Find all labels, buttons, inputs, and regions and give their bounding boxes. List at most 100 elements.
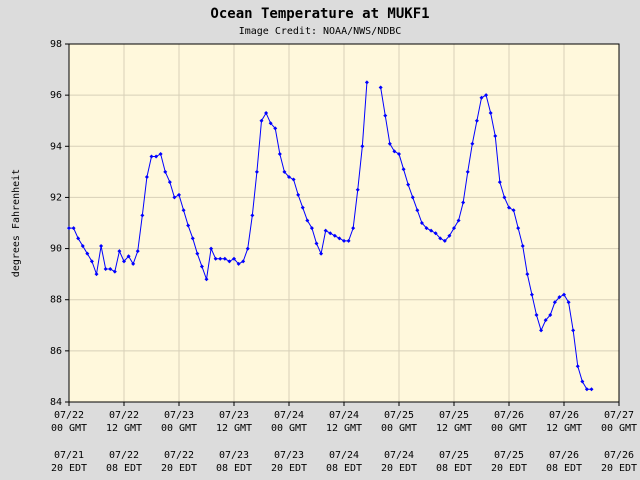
data-point [291, 177, 296, 182]
y-axis-label: degrees Fahrenheit [11, 169, 22, 277]
x2-tick-label: 07/25 20 EDT [491, 450, 527, 474]
data-point [264, 111, 269, 116]
data-point [566, 300, 571, 305]
data-point [287, 174, 291, 179]
data-point [71, 226, 76, 231]
data-point [429, 228, 434, 233]
data-point [351, 226, 356, 231]
data-point [186, 223, 191, 228]
data-point [424, 226, 429, 231]
data-point [67, 226, 71, 231]
data-point [305, 218, 310, 223]
data-point [250, 213, 255, 218]
data-point [218, 256, 223, 261]
data-point [571, 328, 576, 333]
data-point [497, 180, 502, 185]
data-point [163, 169, 168, 174]
data-point [346, 238, 351, 243]
data-point [122, 259, 126, 264]
data-point [99, 244, 104, 249]
plot-frame [68, 43, 620, 403]
x2-tick-label: 07/26 20 EDT [601, 450, 637, 474]
data-point [479, 95, 484, 100]
data-point [323, 228, 328, 233]
y-tick-label: 90 [50, 244, 62, 255]
data-point [112, 269, 117, 274]
data-point [268, 121, 273, 126]
x-tick-label: 07/25 00 GMT [381, 410, 417, 434]
data-point [89, 259, 94, 264]
data-point [580, 379, 585, 384]
data-point [144, 174, 149, 179]
x2-tick-label: 07/21 20 EDT [51, 450, 87, 474]
data-point [241, 259, 246, 264]
data-point [433, 231, 438, 236]
data-point [406, 182, 411, 187]
data-point [342, 238, 346, 243]
data-point [543, 318, 548, 323]
data-point [172, 195, 177, 200]
data-point [195, 251, 200, 256]
data-point [557, 295, 562, 300]
data-point [589, 387, 594, 392]
data-point [355, 187, 360, 192]
data-point [447, 233, 452, 238]
data-point [438, 236, 443, 241]
x-tick-label: 07/22 00 GMT [51, 410, 87, 434]
data-point [548, 313, 553, 318]
data-point [452, 226, 456, 231]
data-point [181, 208, 186, 213]
data-point [209, 246, 214, 251]
data-point [493, 134, 498, 139]
data-point [149, 154, 154, 159]
data-point [232, 256, 236, 261]
data-point [108, 267, 113, 272]
data-point [76, 236, 81, 241]
data-point [167, 180, 172, 185]
y-tick-label: 84 [50, 397, 62, 408]
data-point [314, 241, 319, 246]
data-point [80, 244, 85, 249]
data-point [300, 205, 305, 210]
data-point [131, 261, 136, 266]
data-point [117, 249, 122, 254]
data-point [199, 264, 204, 269]
data-point [511, 208, 516, 213]
data-point [502, 195, 507, 200]
data-point [529, 292, 534, 297]
data-point [126, 254, 131, 259]
data-point [328, 231, 333, 236]
x2-tick-label: 07/23 20 EDT [271, 450, 307, 474]
y-tick-label: 88 [50, 295, 62, 306]
data-point [415, 208, 420, 213]
x2-tick-label: 07/22 08 EDT [106, 450, 142, 474]
data-point [539, 328, 544, 333]
y-tick-label: 94 [50, 141, 62, 152]
data-point [94, 272, 99, 277]
data-point [552, 300, 557, 305]
chart-title: Ocean Temperature at MUKF1 [210, 6, 429, 22]
data-point [474, 118, 479, 123]
data-point [456, 218, 461, 223]
x-tick-label: 07/25 12 GMT [436, 410, 472, 434]
data-point [332, 233, 337, 238]
x-tick-label: 07/24 12 GMT [326, 410, 362, 434]
data-point [488, 111, 493, 116]
data-point [204, 277, 209, 282]
data-point [360, 144, 365, 149]
data-point [419, 221, 424, 225]
data-point [154, 154, 159, 159]
x2-tick-label: 07/23 08 EDT [216, 450, 252, 474]
data-point [236, 261, 241, 266]
data-point [213, 256, 218, 261]
data-point [461, 200, 466, 205]
x-tick-label: 07/23 00 GMT [161, 410, 197, 434]
x2-tick-label: 07/26 08 EDT [546, 450, 582, 474]
data-point [484, 93, 489, 98]
x-tick-label: 07/24 00 GMT [271, 410, 307, 434]
data-point [190, 236, 195, 241]
data-point [254, 169, 259, 174]
data-point [575, 364, 580, 369]
data-point [245, 246, 250, 251]
data-point [273, 126, 278, 131]
